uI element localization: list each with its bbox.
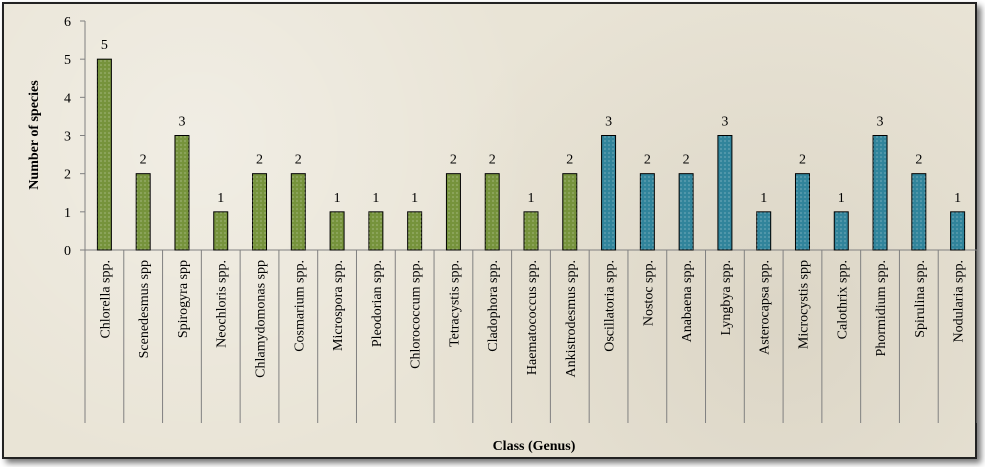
data-label: 1 [954, 191, 961, 206]
data-label: 1 [372, 191, 379, 206]
category-label: Tetracystis spp. [447, 260, 462, 347]
bars [96, 58, 966, 251]
category-label: Nodularia spp. [952, 260, 967, 342]
category-label: Ankistrodesmus spp. [564, 260, 579, 377]
category-label: Chlorococcum spp. [409, 260, 424, 369]
category-label: Scenedesmus spp [137, 260, 152, 358]
category-label: Anabaena spp. [680, 260, 695, 342]
labels: 5 Chlorella spp. 2 Scenedesmus spp 3 Spirogyr… [98, 38, 966, 378]
bar-texture [368, 211, 383, 250]
bar-texture [640, 173, 655, 250]
bar-texture [562, 173, 577, 250]
category-label: Cosmarium spp. [292, 260, 307, 352]
data-label: 3 [605, 115, 612, 130]
bar-texture [213, 211, 228, 250]
y-tick-label: 5 [64, 53, 71, 68]
bar-texture [291, 173, 306, 250]
y-tick-label: 6 [64, 15, 71, 30]
y-tick-label: 3 [64, 130, 71, 145]
category-label: Lyngbya spp. [719, 260, 734, 335]
data-label: 2 [644, 153, 651, 168]
category-label: Oscillatoria spp. [603, 260, 618, 352]
y-tick-label: 4 [64, 91, 71, 106]
bar-texture [756, 211, 771, 250]
data-label: 2 [799, 153, 806, 168]
data-label: 2 [489, 153, 496, 168]
data-label: 2 [915, 153, 922, 168]
data-label: 2 [566, 153, 573, 168]
bar-texture [446, 173, 461, 250]
category-label: Nostoc spp. [641, 260, 656, 326]
category-label: Microcystis spp [796, 260, 811, 349]
data-label: 3 [877, 115, 884, 130]
category-label: Chlorella spp. [98, 260, 113, 339]
category-label: Haematococcus spp. [525, 260, 540, 375]
x-axis-title: Class (Genus) [493, 439, 576, 454]
data-label: 2 [256, 153, 263, 168]
data-label: 5 [101, 38, 108, 53]
bar-texture [795, 173, 810, 250]
bar-texture [524, 211, 538, 250]
y-tick-label: 1 [64, 206, 71, 221]
data-label: 1 [217, 191, 224, 206]
category-label: Calothrix spp. [835, 260, 850, 339]
data-label: 1 [528, 191, 535, 206]
bar-texture [911, 173, 926, 250]
y-tick-label: 0 [64, 244, 71, 259]
data-label: 2 [140, 153, 147, 168]
bar-texture [330, 211, 345, 250]
bar-texture [717, 135, 732, 250]
bar-texture [136, 173, 151, 250]
bar-texture [601, 135, 616, 250]
category-label: Pleodorian spp. [370, 260, 385, 347]
category-label: Microspora spp. [331, 260, 346, 351]
bar-texture [252, 173, 267, 250]
data-label: 2 [295, 153, 302, 168]
data-label: 2 [683, 153, 690, 168]
data-label: 1 [760, 191, 767, 206]
data-label: 2 [450, 153, 457, 168]
data-label: 3 [721, 115, 728, 130]
category-label: Phormidium spp. [874, 260, 889, 356]
category-label: Neochloris spp. [215, 260, 230, 348]
data-label: 1 [334, 191, 341, 206]
category-label: Chlamydomonas spp [254, 260, 269, 378]
category-label: Spirogyra spp [176, 260, 191, 338]
category-label: Cladophora spp. [486, 260, 501, 352]
bar-texture [834, 211, 849, 250]
bar-texture [485, 173, 500, 250]
y-tick-label: 2 [64, 168, 71, 183]
bar-texture [679, 173, 694, 250]
category-label: Spirulina spp. [913, 260, 928, 338]
data-label: 1 [411, 191, 418, 206]
bar-texture [407, 211, 422, 250]
bar-texture [97, 59, 112, 250]
data-label: 1 [838, 191, 845, 206]
bar-texture [873, 135, 888, 250]
bar-texture [174, 135, 189, 250]
category-label: Asterocapsa spp. [758, 260, 773, 355]
bar-texture [950, 211, 965, 250]
data-label: 3 [178, 115, 185, 130]
y-axis-title: Number of species [27, 80, 42, 190]
